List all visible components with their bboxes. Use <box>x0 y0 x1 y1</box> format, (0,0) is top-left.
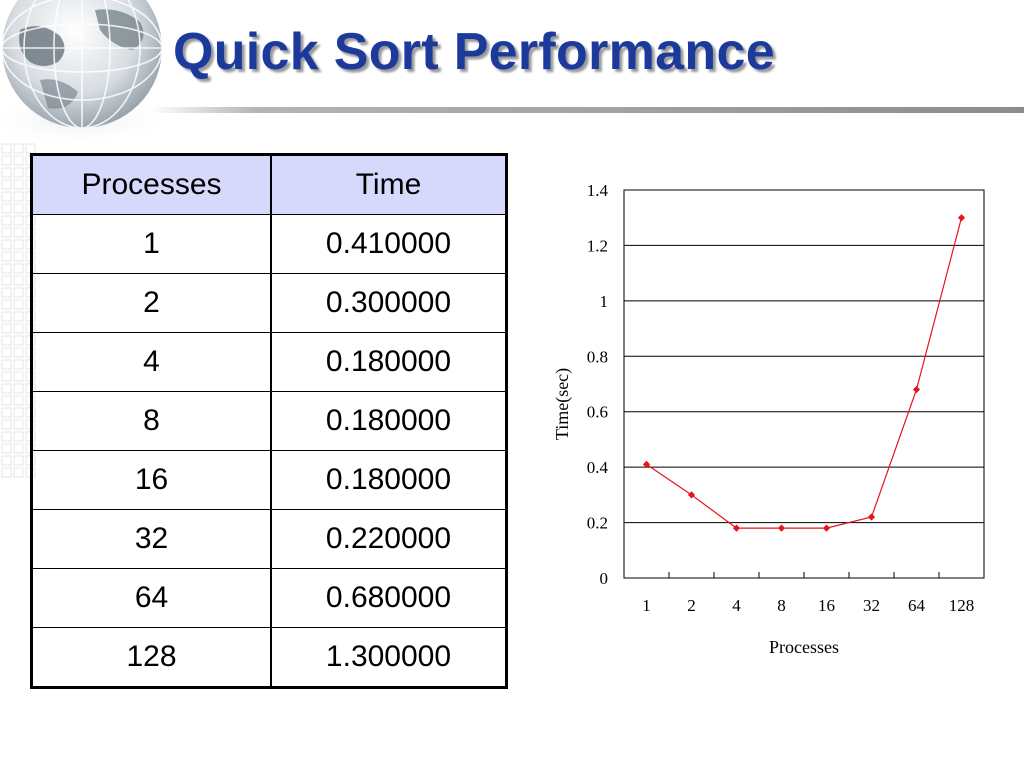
table-row: 64 0.680000 <box>31 568 507 628</box>
title-divider <box>150 107 1024 113</box>
table-header-row: Processes Time <box>31 154 507 215</box>
data-point-marker <box>822 524 831 532</box>
data-point-marker <box>957 214 966 222</box>
grid-pattern <box>1 143 36 478</box>
slide-title: Quick Sort Performance <box>173 23 775 81</box>
table-cell-time: 0.180000 <box>270 391 507 451</box>
data-point-marker <box>687 491 696 499</box>
table-cell-processes: 8 <box>31 391 272 451</box>
table-cell-time: 0.180000 <box>270 332 507 392</box>
y-tick-label: 0.8 <box>587 347 608 366</box>
table-row: 1 0.410000 <box>31 214 507 274</box>
x-axis-label: Processes <box>769 637 839 657</box>
table-cell-time: 0.680000 <box>270 568 507 628</box>
y-tick-label: 0 <box>600 569 609 588</box>
y-tick-label: 0.4 <box>587 458 609 477</box>
y-tick-label: 1.4 <box>587 181 609 200</box>
table-cell-processes: 2 <box>31 273 272 333</box>
data-table: Processes Time 1 0.410000 2 0.300000 4 0… <box>30 153 508 689</box>
x-tick-label: 32 <box>863 596 880 615</box>
x-tick-label: 1 <box>642 596 651 615</box>
table-cell-processes: 64 <box>31 568 272 628</box>
table-cell-processes: 4 <box>31 332 272 392</box>
table-cell-time: 0.300000 <box>270 273 507 333</box>
table-cell-processes: 128 <box>31 627 272 688</box>
x-tick-label: 64 <box>908 596 926 615</box>
table-row: 32 0.220000 <box>31 509 507 569</box>
table-row: 8 0.180000 <box>31 391 507 451</box>
data-point-marker <box>642 460 651 468</box>
table-cell-time: 1.300000 <box>270 627 507 688</box>
y-axis-label: Time(sec) <box>552 368 573 440</box>
y-tick-label: 0.2 <box>587 514 608 533</box>
table-row: 2 0.300000 <box>31 273 507 333</box>
data-point-marker <box>777 524 786 532</box>
table-cell-time: 0.220000 <box>270 509 507 569</box>
line-chart: 0 0.2 0.4 0.6 0.8 1 1.2 1.4 1 2 4 8 16 32 64 128 Proce… <box>552 181 985 657</box>
table-cell-processes: 32 <box>31 509 272 569</box>
x-tick-label: 2 <box>687 596 696 615</box>
plot-area <box>623 189 985 579</box>
table-row: 4 0.180000 <box>31 332 507 392</box>
table-row: 128 1.300000 <box>31 627 507 688</box>
column-header-time: Time <box>270 154 507 215</box>
data-point-marker <box>912 385 921 394</box>
x-tick-label: 16 <box>818 596 835 615</box>
table-cell-processes: 1 <box>31 214 272 274</box>
table-cell-processes: 16 <box>31 450 272 510</box>
y-tick-label: 1.2 <box>587 236 608 255</box>
x-tick-label: 4 <box>732 596 741 615</box>
table-cell-time: 0.180000 <box>270 450 507 510</box>
data-point-marker <box>732 524 741 532</box>
globe-icon <box>0 0 165 140</box>
data-point-marker <box>867 513 876 521</box>
y-tick-label: 0.6 <box>587 403 608 422</box>
y-tick-label: 1 <box>600 292 609 311</box>
x-tick-label: 128 <box>949 596 975 615</box>
table-row: 16 0.180000 <box>31 450 507 510</box>
column-header-processes: Processes <box>31 154 272 215</box>
x-tick-label: 8 <box>777 596 786 615</box>
table-cell-time: 0.410000 <box>270 214 507 274</box>
series-line <box>646 217 963 529</box>
